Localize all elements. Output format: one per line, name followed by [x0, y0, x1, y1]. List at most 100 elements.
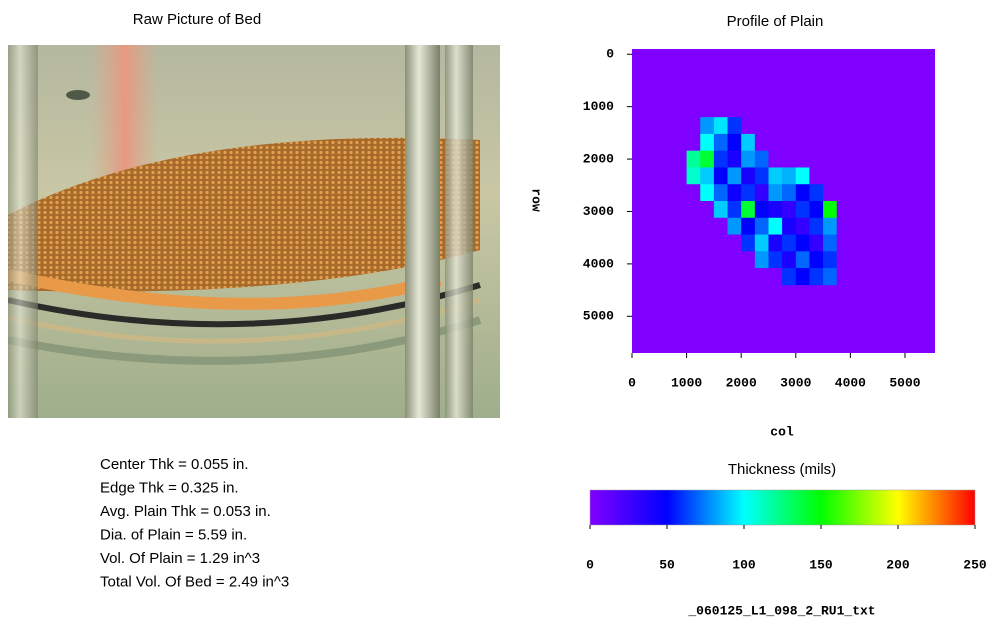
- y-tick-label: 4000: [583, 256, 614, 271]
- heat-cell: [836, 268, 851, 286]
- heat-cell: [782, 217, 797, 235]
- heat-cell: [836, 184, 851, 202]
- heat-cell: [713, 234, 728, 252]
- heat-cell: [713, 117, 728, 135]
- heat-cell: [809, 167, 824, 185]
- heat-cell: [809, 234, 824, 252]
- heat-cell: [795, 133, 810, 151]
- x-tick-label: 4000: [835, 375, 866, 390]
- x-tick-label: 5000: [889, 375, 920, 390]
- heat-cell: [836, 150, 851, 168]
- heat-cell: [700, 217, 715, 235]
- heat-cell: [768, 150, 783, 168]
- heat-cell: [782, 268, 797, 286]
- heat-cell: [836, 234, 851, 252]
- chart-title: Profile of Plain: [727, 13, 824, 30]
- stat-line: Avg. Plain Thk = 0.053 in.: [100, 503, 271, 520]
- y-tick-label: 3000: [583, 204, 614, 219]
- heat-cell: [686, 167, 701, 185]
- colorbar-tick-label: 50: [659, 557, 675, 572]
- heat-cell: [741, 184, 756, 202]
- heat-cell: [727, 234, 742, 252]
- heat-cell: [782, 184, 797, 202]
- stat-line: Center Thk = 0.055 in.: [100, 456, 249, 473]
- heat-cell: [754, 117, 769, 135]
- heat-cell: [713, 268, 728, 286]
- heat-cell: [809, 268, 824, 286]
- heat-cell: [741, 167, 756, 185]
- heat-cell: [686, 268, 701, 286]
- heat-cell: [795, 234, 810, 252]
- heat-cell: [782, 251, 797, 269]
- heat-cell: [686, 201, 701, 219]
- heat-cell: [727, 117, 742, 135]
- heat-cell: [823, 150, 838, 168]
- heat-cell: [754, 201, 769, 219]
- heat-cell: [823, 201, 838, 219]
- x-tick-label: 2000: [726, 375, 757, 390]
- heat-cell: [713, 251, 728, 269]
- y-tick-label: 5000: [583, 309, 614, 324]
- x-tick-label: 0: [628, 375, 636, 390]
- heat-cell: [809, 217, 824, 235]
- heat-cell: [741, 201, 756, 219]
- heat-cell: [700, 133, 715, 151]
- heat-cell: [727, 184, 742, 202]
- x-tick-label: 3000: [780, 375, 811, 390]
- heat-cell: [795, 251, 810, 269]
- heat-cell: [768, 184, 783, 202]
- heat-cell: [782, 201, 797, 219]
- stat-line: Dia. of Plain = 5.59 in.: [100, 526, 247, 543]
- y-axis-label: row: [529, 188, 544, 212]
- heat-cell: [836, 201, 851, 219]
- heat-cell: [836, 117, 851, 135]
- heat-cell: [809, 133, 824, 151]
- heat-cell: [782, 117, 797, 135]
- heat-cell: [741, 150, 756, 168]
- heat-cell: [700, 201, 715, 219]
- heat-cell: [782, 234, 797, 252]
- heat-cell: [727, 268, 742, 286]
- heat-cell: [727, 150, 742, 168]
- heat-cell: [741, 117, 756, 135]
- colorbar-tick-label: 100: [732, 557, 756, 572]
- heat-cell: [823, 251, 838, 269]
- heat-cell: [713, 167, 728, 185]
- file-caption: _060125_L1_098_2_RU1_txt: [687, 603, 875, 618]
- heat-cell: [754, 217, 769, 235]
- heat-cell: [741, 251, 756, 269]
- heat-cell: [754, 150, 769, 168]
- heat-cell: [768, 167, 783, 185]
- heat-cell: [768, 117, 783, 135]
- stat-line: Total Vol. Of Bed = 2.49 in^3: [100, 573, 289, 590]
- colorbar-tick-label: 0: [586, 557, 594, 572]
- heat-cell: [795, 268, 810, 286]
- heat-cell: [823, 234, 838, 252]
- heat-cell: [782, 133, 797, 151]
- heat-cell: [836, 217, 851, 235]
- heat-cell: [713, 150, 728, 168]
- heat-cell: [754, 133, 769, 151]
- colorbar-tick-label: 200: [886, 557, 910, 572]
- heat-cell: [768, 201, 783, 219]
- heat-cell: [713, 133, 728, 151]
- heat-cell: [741, 133, 756, 151]
- heat-cell: [754, 184, 769, 202]
- heat-cell: [768, 268, 783, 286]
- colorbar-title: Thickness (mils): [728, 461, 836, 478]
- heat-cell: [754, 167, 769, 185]
- heat-cell: [713, 201, 728, 219]
- heat-cell: [700, 268, 715, 286]
- colorbar-tick-label: 250: [963, 557, 987, 572]
- heat-cell: [741, 268, 756, 286]
- heat-cell: [836, 133, 851, 151]
- heat-cell: [700, 167, 715, 185]
- heat-cell: [741, 217, 756, 235]
- heat-cell: [809, 117, 824, 135]
- heat-cell: [727, 167, 742, 185]
- heat-cell: [836, 251, 851, 269]
- bed-photo: [8, 45, 500, 418]
- heat-cell: [686, 217, 701, 235]
